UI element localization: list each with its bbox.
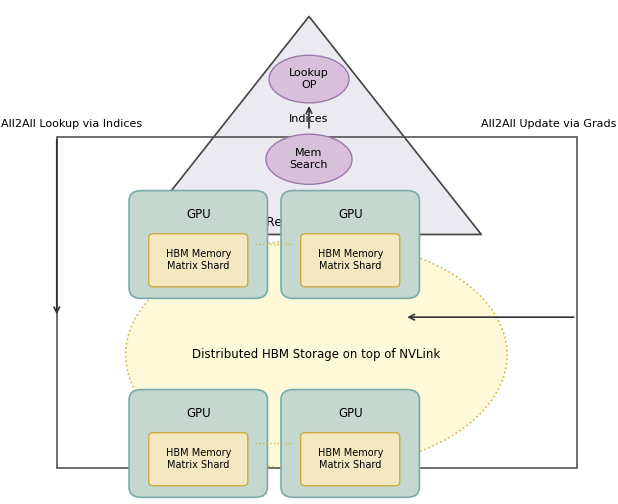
Bar xyxy=(57,137,577,468)
Text: RecSys Model: RecSys Model xyxy=(266,216,352,229)
Text: GPU: GPU xyxy=(338,407,363,420)
Text: HBM Memory
Matrix Shard: HBM Memory Matrix Shard xyxy=(166,449,231,470)
Text: Lookup
OP: Lookup OP xyxy=(289,68,329,90)
Text: All2All Lookup via Indices: All2All Lookup via Indices xyxy=(1,119,143,129)
Text: Mem
Search: Mem Search xyxy=(290,149,328,170)
Polygon shape xyxy=(137,17,481,234)
FancyBboxPatch shape xyxy=(281,390,420,497)
Ellipse shape xyxy=(269,55,349,103)
FancyBboxPatch shape xyxy=(301,433,400,486)
Text: HBM Memory
Matrix Shard: HBM Memory Matrix Shard xyxy=(166,249,231,271)
FancyBboxPatch shape xyxy=(281,191,420,298)
Text: GPU: GPU xyxy=(186,208,211,221)
Text: GPU: GPU xyxy=(338,208,363,221)
Ellipse shape xyxy=(125,239,507,470)
Text: HBM Memory
Matrix Shard: HBM Memory Matrix Shard xyxy=(318,449,383,470)
Text: HBM Memory
Matrix Shard: HBM Memory Matrix Shard xyxy=(318,249,383,271)
FancyBboxPatch shape xyxy=(149,234,248,287)
FancyBboxPatch shape xyxy=(129,191,268,298)
Text: Indices: Indices xyxy=(289,114,329,124)
Ellipse shape xyxy=(266,134,352,184)
FancyBboxPatch shape xyxy=(149,433,248,486)
Text: Distributed HBM Storage on top of NVLink: Distributed HBM Storage on top of NVLink xyxy=(192,348,441,361)
FancyBboxPatch shape xyxy=(301,234,400,287)
Text: All2All Update via Grads: All2All Update via Grads xyxy=(481,119,617,129)
Text: GPU: GPU xyxy=(186,407,211,420)
FancyBboxPatch shape xyxy=(129,390,268,497)
